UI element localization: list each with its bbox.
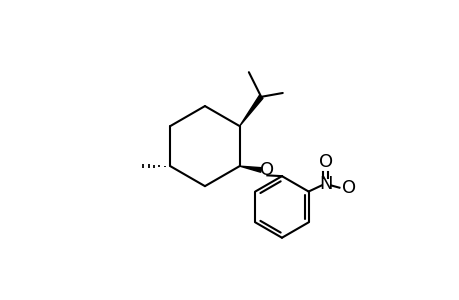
- Polygon shape: [239, 166, 261, 172]
- Text: N: N: [318, 175, 331, 193]
- Text: O: O: [260, 161, 274, 179]
- Text: O: O: [341, 179, 356, 197]
- Text: O: O: [318, 152, 332, 170]
- Polygon shape: [239, 95, 263, 126]
